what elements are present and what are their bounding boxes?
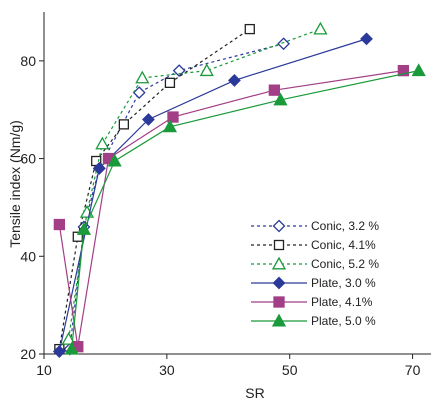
x-axis-title: SR — [245, 385, 264, 401]
data-point — [61, 332, 76, 345]
data-point — [52, 345, 66, 358]
series-3 — [61, 21, 328, 345]
axes: 10 30 50 70 20 40 60 80 — [20, 12, 431, 378]
data-point — [167, 111, 179, 123]
data-point — [268, 84, 281, 96]
data-point — [244, 23, 255, 35]
x-tick-label: 70 — [405, 362, 421, 378]
legend-item: Plate, 5.0 % — [251, 313, 376, 328]
legend-marker — [273, 296, 285, 308]
data-point — [135, 70, 150, 84]
series-line — [67, 28, 321, 340]
y-axis-title: Tensile index (Nm/g) — [7, 120, 23, 248]
x-tick-label: 50 — [282, 362, 298, 378]
data-point — [53, 218, 66, 231]
data-point — [92, 161, 106, 175]
legend-label: Conic, 3.2 % — [311, 219, 379, 233]
legend-item: Conic, 4.1% — [251, 238, 376, 252]
legend-label: Conic, 4.1% — [311, 238, 376, 252]
data-point — [277, 37, 290, 51]
series-line — [58, 28, 251, 350]
x-tick-label: 30 — [159, 362, 175, 378]
data-point — [172, 64, 186, 78]
legend: Conic, 3.2 % Conic, 4.1% Conic, 5.2 % Plate… — [251, 219, 379, 328]
data-point — [132, 86, 146, 100]
data-point — [118, 119, 130, 130]
legend-label: Plate, 4.1% — [311, 295, 373, 309]
data-point — [360, 32, 373, 46]
legend-label: Conic, 5.2 % — [311, 257, 379, 271]
legend-label: Plate, 5.0 % — [311, 314, 376, 328]
data-point — [162, 119, 178, 133]
data-point — [76, 222, 92, 235]
x-tick-label: 10 — [36, 362, 52, 378]
data-point — [273, 92, 288, 106]
legend-item: Conic, 3.2 % — [251, 219, 379, 233]
data-point — [72, 231, 83, 242]
y-tick-label: 40 — [20, 248, 36, 264]
data-point — [411, 63, 426, 77]
series-line — [71, 70, 419, 350]
legend-marker — [273, 239, 285, 251]
legend-marker — [272, 219, 286, 233]
y-tick-label: 80 — [20, 53, 36, 69]
legend-marker — [271, 313, 287, 327]
legend-item: Conic, 5.2 % — [251, 256, 379, 271]
legend-marker — [271, 256, 287, 270]
legend-item: Plate, 3.0 % — [251, 276, 376, 290]
data-point — [228, 73, 241, 87]
data-point — [397, 64, 410, 77]
y-tick-label: 20 — [20, 346, 36, 362]
legend-item: Plate, 4.1% — [251, 295, 373, 309]
series-5 — [53, 64, 410, 353]
legend-label: Plate, 3.0 % — [311, 276, 376, 290]
y-tick-label: 60 — [20, 151, 36, 167]
series-1 — [63, 37, 290, 356]
series-layer — [52, 21, 426, 358]
data-point — [107, 153, 122, 167]
legend-marker — [272, 276, 286, 290]
data-point — [142, 113, 155, 126]
data-point — [199, 63, 214, 77]
series-6 — [64, 63, 426, 355]
data-point — [164, 77, 176, 88]
data-point — [64, 341, 79, 355]
data-point — [313, 21, 328, 35]
series-line — [58, 70, 404, 347]
data-point — [95, 136, 110, 150]
